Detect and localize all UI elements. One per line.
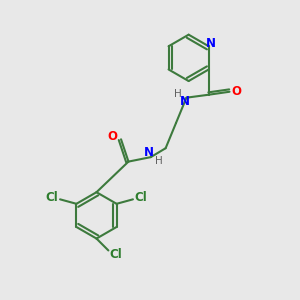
Text: N: N <box>180 95 190 108</box>
Text: Cl: Cl <box>135 191 147 204</box>
Text: N: N <box>206 38 216 50</box>
Text: Cl: Cl <box>110 248 122 261</box>
Text: O: O <box>231 85 241 98</box>
Text: Cl: Cl <box>46 191 59 204</box>
Text: H: H <box>174 89 182 99</box>
Text: O: O <box>108 130 118 143</box>
Text: H: H <box>155 156 163 166</box>
Text: N: N <box>144 146 154 159</box>
